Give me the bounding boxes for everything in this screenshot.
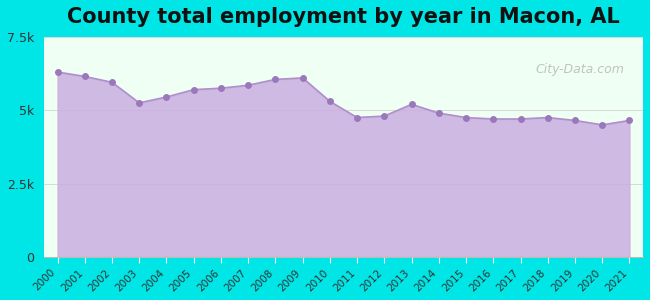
Point bbox=[298, 76, 308, 80]
Point bbox=[324, 99, 335, 104]
Text: City-Data.com: City-Data.com bbox=[535, 63, 624, 76]
Point bbox=[270, 77, 281, 82]
Point bbox=[107, 80, 117, 85]
Point bbox=[624, 118, 634, 123]
Point bbox=[461, 115, 471, 120]
Point bbox=[543, 115, 553, 120]
Point bbox=[379, 114, 389, 118]
Point bbox=[406, 102, 417, 107]
Point bbox=[53, 70, 63, 74]
Point bbox=[161, 94, 172, 99]
Point bbox=[352, 115, 362, 120]
Point bbox=[216, 86, 226, 91]
Point bbox=[134, 100, 144, 105]
Point bbox=[79, 74, 90, 79]
Point bbox=[515, 117, 526, 122]
Point bbox=[243, 83, 254, 88]
Point bbox=[570, 118, 580, 123]
Point bbox=[434, 111, 444, 116]
Title: County total employment by year in Macon, AL: County total employment by year in Macon… bbox=[67, 7, 620, 27]
Point bbox=[597, 122, 607, 127]
Point bbox=[188, 87, 199, 92]
Point bbox=[488, 117, 499, 122]
